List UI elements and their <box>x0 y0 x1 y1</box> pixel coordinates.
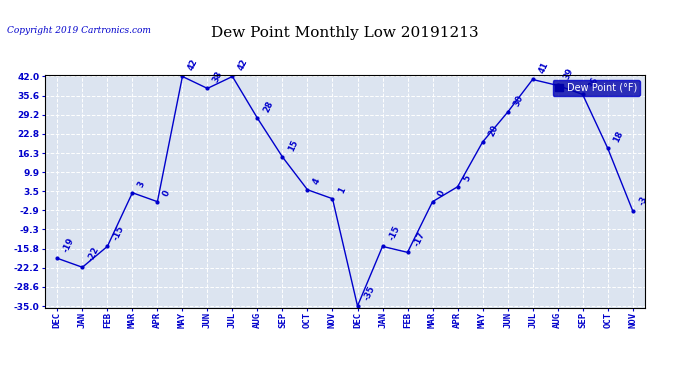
Text: Dew Point Monthly Low 20191213: Dew Point Monthly Low 20191213 <box>211 26 479 40</box>
Text: 38: 38 <box>212 70 225 84</box>
Legend: Dew Point (°F): Dew Point (°F) <box>553 80 640 96</box>
Text: -22: -22 <box>86 245 101 263</box>
Text: 15: 15 <box>286 138 299 153</box>
Text: 41: 41 <box>537 61 550 75</box>
Text: 20: 20 <box>486 123 500 138</box>
Text: 39: 39 <box>562 67 575 81</box>
Text: -19: -19 <box>61 237 76 254</box>
Text: 3: 3 <box>137 180 147 189</box>
Text: 42: 42 <box>186 58 199 72</box>
Text: 4: 4 <box>312 177 322 186</box>
Text: 0: 0 <box>161 189 172 198</box>
Text: 5: 5 <box>462 174 473 183</box>
Text: -17: -17 <box>412 231 426 248</box>
Text: 36: 36 <box>586 76 600 90</box>
Text: -35: -35 <box>362 284 376 302</box>
Text: -15: -15 <box>386 225 402 242</box>
Text: 30: 30 <box>512 94 525 108</box>
Text: 18: 18 <box>612 129 625 144</box>
Text: -3: -3 <box>637 194 649 207</box>
Text: 28: 28 <box>262 100 275 114</box>
Text: 0: 0 <box>437 189 447 198</box>
Text: -15: -15 <box>112 225 126 242</box>
Text: Copyright 2019 Cartronics.com: Copyright 2019 Cartronics.com <box>7 26 151 35</box>
Text: 42: 42 <box>237 58 250 72</box>
Text: 1: 1 <box>337 185 347 195</box>
